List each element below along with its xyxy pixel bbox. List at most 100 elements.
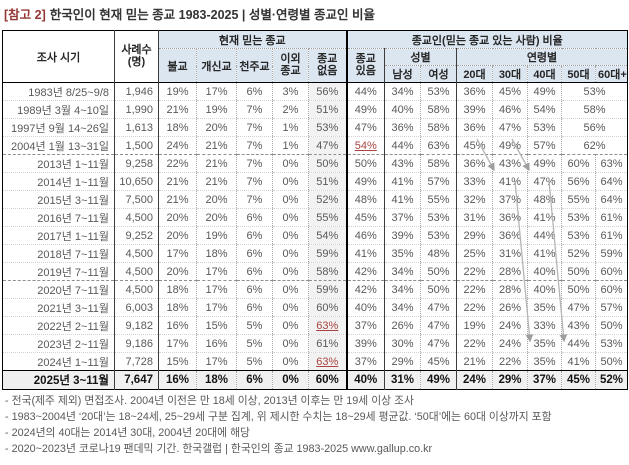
has-religion-cell: 50% (345, 154, 385, 173)
age60-cell: 60% (595, 262, 628, 281)
table-row: 1997년 9월 14~26일 1,613 18% 20% 7% 1% 53% 47% 36% 5… (2, 118, 628, 137)
has-religion-cell: 42% (345, 262, 385, 281)
col-header-catholic: 천주교 (236, 48, 273, 83)
table-header: 조사 시기 사례수 (명) 현재 믿는 종교 종교인(믿는 종교 있는 사람) … (2, 30, 628, 83)
col-header-protestant: 개신교 (196, 48, 237, 83)
other-religion-cell: 2% (272, 100, 309, 119)
age60-cell: 52% (595, 370, 628, 390)
female-cell: 47% (420, 298, 457, 317)
no-religion-cell: 51% (308, 172, 347, 191)
age50-cell: 53% (561, 226, 596, 245)
sample-size-cell: 4,500 (114, 262, 159, 281)
sample-size-cell: 1,946 (114, 82, 159, 101)
buddhism-cell: 20% (158, 226, 197, 245)
age30-cell: 24% (492, 334, 528, 353)
female-cell: 50% (420, 262, 457, 281)
survey-period-cell: 2024년 1~11월 (2, 352, 115, 371)
male-cell: 34% (384, 280, 421, 299)
no-religion-cell: 56% (308, 82, 347, 101)
male-cell: 35% (384, 244, 421, 263)
buddhism-cell: 16% (158, 316, 197, 335)
col-header-no-religion: 종교 없음 (308, 48, 347, 83)
protestant-cell: 21% (196, 172, 237, 191)
age40-cell: 53% (527, 118, 562, 137)
page-title: [참고 2] 한국인이 현재 믿는 종교 1983-2025 | 성별·연령별 종… (4, 4, 375, 23)
other-religion-cell: 0% (272, 316, 309, 335)
no-religion-cell: 53% (308, 118, 347, 137)
catholic-cell: 5% (236, 316, 273, 335)
other-religion-cell: 0% (272, 226, 309, 245)
age30-cell: 28% (492, 280, 528, 299)
age30-cell: 22% (492, 352, 528, 371)
age20-cell: 39% (456, 100, 493, 119)
other-religion-cell: 0% (272, 244, 309, 263)
footnote-line: - 2024년의 40대는 2014년 30대, 2004년 20대에 해당 (5, 427, 250, 439)
table-row: 2021년 3~11월 6,003 18% 17% 6% 0% 60% 40% 34% 47% 22… (2, 298, 628, 317)
no-religion-cell: 59% (308, 244, 347, 263)
survey-period-cell: 2025년 3~11월 (2, 370, 115, 390)
protestant-cell: 17% (196, 280, 237, 299)
female-cell: 49% (420, 370, 457, 390)
buddhism-cell: 18% (158, 298, 197, 317)
male-cell: 36% (384, 118, 421, 137)
age60-cell: 64% (595, 172, 628, 191)
male-cell: 29% (384, 352, 421, 371)
buddhism-cell: 18% (158, 280, 197, 299)
survey-period-cell: 2014년 1~11월 (2, 172, 115, 191)
female-cell: 53% (420, 226, 457, 245)
age50-cell: 53% (561, 82, 628, 101)
age40-cell: 41% (527, 244, 562, 263)
age30-cell: 37% (492, 190, 528, 209)
protestant-cell: 20% (196, 208, 237, 227)
age50-cell: 58% (561, 100, 628, 119)
female-cell: 58% (420, 154, 457, 173)
age40-cell: 35% (527, 352, 562, 371)
sample-size-cell: 4,500 (114, 208, 159, 227)
protestant-cell: 17% (196, 262, 237, 281)
age40-cell: 37% (527, 370, 562, 390)
col-header-other-religion: 이외 종교 (272, 48, 309, 83)
survey-period-cell: 2022년 2~11월 (2, 316, 115, 335)
age20-cell: 19% (456, 316, 493, 335)
protestant-cell: 19% (196, 100, 237, 119)
age40-cell: 35% (527, 298, 562, 317)
survey-period-cell: 2021년 3~11월 (2, 298, 115, 317)
buddhism-cell: 17% (158, 334, 197, 353)
other-religion-cell: 0% (272, 280, 309, 299)
age50-cell: 44% (561, 334, 596, 353)
has-religion-cell: 54% (345, 136, 385, 155)
col-header-age30: 30대 (492, 65, 528, 83)
female-cell: 45% (420, 352, 457, 371)
female-cell: 58% (420, 100, 457, 119)
no-religion-cell: 63% (308, 316, 347, 335)
survey-period-cell: 2013년 1~11월 (2, 154, 115, 173)
survey-period-cell: 2016년 7~11월 (2, 208, 115, 227)
sample-size-cell: 7,728 (114, 352, 159, 371)
age40-cell: 54% (527, 100, 562, 119)
table-row: 2018년 7~11월 4,500 17% 18% 6% 0% 59% 41% 35% 48% 25… (2, 244, 628, 263)
male-cell: 41% (384, 172, 421, 191)
age50-cell: 45% (561, 370, 596, 390)
table-row: 2023년 2~11월 9,186 17% 16% 5% 0% 61% 39% 30% 47% 22… (2, 334, 628, 353)
table-row: 2017년 1~11월 9,252 20% 19% 6% 0% 54% 46% 39% 53% 29… (2, 226, 628, 245)
age20-cell: 31% (456, 208, 493, 227)
no-religion-cell: 51% (308, 100, 347, 119)
has-religion-cell: 41% (345, 244, 385, 263)
age40-cell: 47% (527, 172, 562, 191)
age40-cell: 40% (527, 280, 562, 299)
age20-cell: 45% (456, 136, 493, 155)
other-religion-cell: 1% (272, 118, 309, 137)
sample-size-cell: 1,990 (114, 100, 159, 119)
buddhism-cell: 19% (158, 82, 197, 101)
catholic-cell: 6% (236, 208, 273, 227)
sample-size-cell: 4,500 (114, 244, 159, 263)
sample-size-cell: 1,613 (114, 118, 159, 137)
female-cell: 63% (420, 136, 457, 155)
survey-period-cell: 2019년 7~11월 (2, 262, 115, 281)
no-religion-cell: 60% (308, 370, 347, 390)
table-row: 2016년 7~11월 4,500 20% 20% 6% 0% 55% 45% 37% 53% 31… (2, 208, 628, 227)
footnotes: - 전국(제주 제외) 면접조사. 2004년 이전은 만 18세 이상, 20… (5, 393, 625, 457)
catholic-cell: 7% (236, 118, 273, 137)
table-row: 2015년 3~11월 7,500 21% 20% 7% 0% 52% 48% 41% 55% 32… (2, 190, 628, 209)
other-religion-cell: 1% (272, 136, 309, 155)
